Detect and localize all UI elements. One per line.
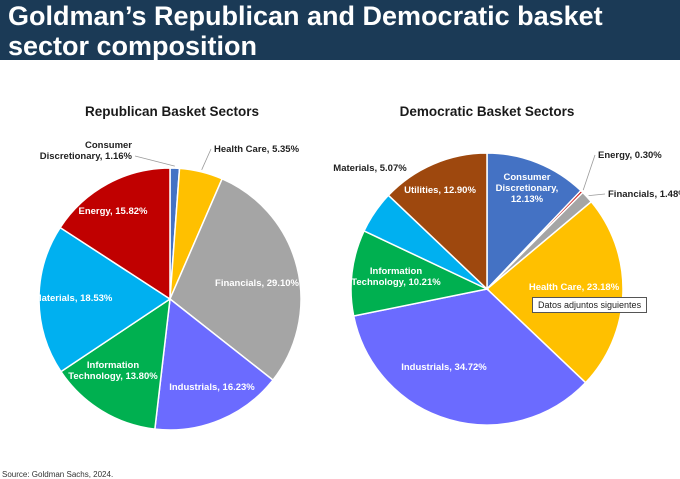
democratic-slice-industrials <box>352 288 587 426</box>
republican-leader-health-care <box>201 148 212 170</box>
tooltip: Datos adjuntos siguientes <box>532 297 648 313</box>
democratic-pie-chart: Democratic Basket Sectors Consumer Discret… <box>333 104 680 426</box>
democratic-chart-title: Democratic Basket Sectors <box>400 104 575 119</box>
republican-leader-consumer-discretionary <box>134 155 175 167</box>
democratic-leader-financials <box>588 193 606 196</box>
republican-label-energy: Energy, 15.82% <box>78 206 148 217</box>
page-title: Goldman’s Republican and Democratic bask… <box>8 1 603 61</box>
democratic-label-industrials: Industrials, 34.72% <box>401 362 487 373</box>
democratic-label-energy: Energy, 0.30% <box>598 150 662 161</box>
title-banner: Goldman’s Republican and Democratic bask… <box>0 0 680 61</box>
source-note: Source: Goldman Sachs, 2024. <box>2 470 114 479</box>
democratic-label-information-technology: Information Technology, 10.21% <box>351 266 441 288</box>
republican-label-consumer-discretionary: Consumer Discretionary, 1.16% <box>40 140 133 162</box>
republican-label-materials: Materials, 18.53% <box>34 293 113 304</box>
democratic-slice-health-care <box>485 200 624 384</box>
democratic-leader-energy <box>582 154 596 191</box>
democratic-slice-utilities <box>387 152 488 291</box>
pie-charts-canvas: Republican Basket Sectors Consumer Discret… <box>34 104 680 431</box>
republican-slice-industrials <box>154 297 274 431</box>
republican-slice-information-technology <box>59 297 171 430</box>
republican-slice-energy <box>59 167 171 301</box>
republican-slice-financials <box>169 177 302 382</box>
democratic-slice-information-technology <box>350 229 490 317</box>
democratic-label-health-care: Health Care, 23.18% <box>529 282 620 293</box>
republican-slice-materials <box>38 226 172 373</box>
democratic-label-materials: Materials, 5.07% <box>333 163 407 174</box>
republican-label-financials: Financials, 29.10% <box>215 278 300 289</box>
republican-label-information-technology: Information Technology, 13.80% <box>68 360 158 382</box>
democratic-label-utilities: Utilities, 12.90% <box>404 185 476 196</box>
democratic-slice-consumer-discretionary <box>486 152 582 291</box>
republican-pie-chart: Republican Basket Sectors Consumer Discret… <box>34 104 302 431</box>
democratic-label-consumer-discretionary: Consumer Discretionary, 12.13% <box>496 172 559 205</box>
republican-chart-title: Republican Basket Sectors <box>85 104 259 119</box>
democratic-label-financials: Financials, 1.48% <box>608 189 680 200</box>
republican-label-health-care: Health Care, 5.35% <box>214 144 300 155</box>
republican-label-industrials: Industrials, 16.23% <box>169 382 255 393</box>
